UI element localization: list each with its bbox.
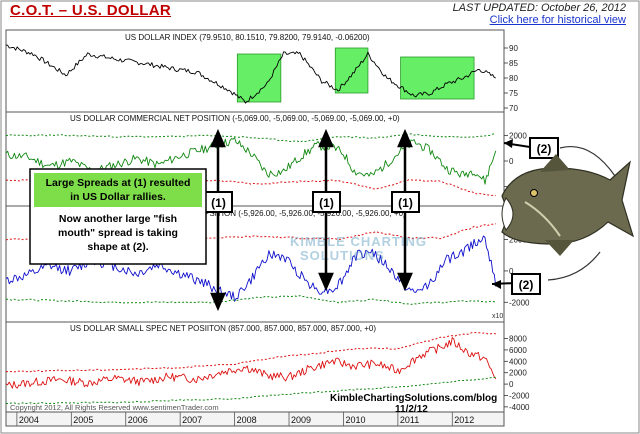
marker-2b: (2)	[519, 278, 534, 292]
historical-view-link[interactable]: Click here for historical view	[489, 14, 626, 26]
callout-line3: Now another large "fish	[59, 213, 177, 225]
markers-2: (2) (2)	[491, 137, 559, 295]
panel-title-commercial: US DOLLAR COMMERCIAL NET POSITION (-5,06…	[70, 114, 400, 123]
plot-lines	[5, 44, 497, 405]
page-title: C.O.T. – U.S. DOLLAR	[10, 2, 172, 19]
x-tick-label: 2009	[291, 415, 311, 425]
arrow-1-head-down	[210, 292, 226, 312]
watermark: KIMBLE CHARTING SOLUTIONS	[290, 234, 427, 263]
fish-belly-fin	[545, 240, 574, 256]
arrow-2-head-up	[318, 128, 334, 148]
y-tick-label: -2000	[509, 391, 530, 400]
marker-1b: (1)	[319, 196, 334, 210]
panel-title-small-spec: US DOLLAR SMALL SPEC NET POSIITON (857.0…	[70, 324, 376, 333]
arrow-2-head-down	[318, 272, 334, 292]
x-tick-label: 2012	[454, 415, 474, 425]
marker-2a-tip	[504, 139, 513, 148]
marker-1b-box	[312, 191, 341, 213]
callout-highlight	[34, 173, 202, 207]
arrows	[210, 128, 413, 312]
marker-2b-box	[511, 273, 541, 295]
kimble-date: 11/2/12	[395, 404, 428, 415]
x-tick-label: 2010	[345, 415, 365, 425]
last-updated: LAST UPDATED: October 26, 2012	[452, 2, 626, 14]
y-tick-label: 6000	[509, 346, 527, 355]
kimble-site: KimbleChartingSolutions.com/blog	[330, 393, 497, 404]
x-tick-label: 2005	[73, 415, 93, 425]
callout-line1: Large Spreads at (1) resulted	[46, 177, 191, 189]
y-tick-label: 2000	[509, 369, 527, 378]
y-tick-label: 8000	[509, 335, 527, 344]
panel-3-main-line	[5, 337, 497, 389]
fish-mouth	[501, 197, 514, 231]
panel-1-upper-band	[5, 133, 496, 143]
arrow-1-head-up	[210, 128, 226, 148]
y-tick-label: 75	[509, 89, 518, 98]
x-tick-label: 2007	[182, 415, 202, 425]
x-tick-label: 2008	[237, 415, 257, 425]
fish-arc-bottom	[547, 251, 601, 281]
watermark-line2: SOLUTIONS	[300, 248, 385, 263]
panel-3-upper-band	[5, 332, 496, 373]
callout-line4: mouth" spread is taking	[58, 227, 178, 239]
arrow-3-head-down	[397, 272, 413, 292]
fish-dorsal-fin	[540, 154, 570, 172]
panel-title-price: US DOLLAR INDEX (79.9510, 80.1510, 79.82…	[125, 33, 370, 42]
highlight-zone	[400, 56, 475, 100]
copyright: Copyright 2012, All Rights Reserved www.…	[10, 403, 219, 412]
callout-box: Large Spreads at (1) resulted in US Doll…	[29, 168, 207, 265]
highlight-zones	[236, 47, 475, 103]
panel-1-lower-band	[5, 179, 496, 197]
y-tick-label: 70	[509, 104, 518, 113]
marker-1c: (1)	[398, 196, 413, 210]
panel-3-lower-band	[5, 376, 496, 405]
y-tick-label: 90	[509, 44, 518, 53]
x-axis: 2004 2005 2006 2007 2008 2009 2010 2011 2012	[16, 412, 474, 426]
fish-eye	[530, 189, 538, 197]
y-tick-label: 0	[509, 380, 514, 389]
y-tick-label: 0	[509, 267, 514, 276]
y-tick-label: 0	[509, 157, 514, 166]
fish-illustration	[501, 146, 635, 281]
panel-2-lower-band	[5, 295, 496, 305]
callout-line5: shape at (2).	[87, 241, 148, 253]
callout-line2: in US Dollar rallies.	[70, 191, 166, 203]
fish-arc-top	[559, 146, 616, 177]
x-tick-label: 2011	[400, 415, 419, 425]
y-tick-label: 85	[509, 59, 518, 68]
marker-1a: (1)	[211, 196, 226, 210]
watermark-line1: KIMBLE CHARTING	[290, 234, 427, 249]
x-axis-strip	[5, 411, 505, 427]
highlight-zone	[236, 53, 282, 103]
y-tick-label: 80	[509, 74, 518, 83]
panel-1-main-line	[5, 137, 497, 185]
marker-2a-box	[529, 137, 559, 159]
fish-stripe	[524, 201, 561, 237]
marker-1c-box	[391, 191, 420, 213]
y-tick-label: -4000	[509, 403, 530, 412]
arrow-3-head-up	[397, 128, 413, 148]
marker-2b-tip	[492, 280, 501, 289]
y-tick-label: 2000	[509, 131, 527, 140]
price-series-line	[5, 44, 496, 104]
panel-title-large-spec: PSITION (-5,926.00, -5,926.00, -5,926.00…	[204, 209, 406, 218]
y-tick-label: -2000	[509, 298, 530, 307]
x-tick-label: 2004	[19, 415, 39, 425]
x-tick-label: 2006	[128, 415, 148, 425]
unit-label: x10	[492, 313, 503, 320]
y-tick-label: 4000	[509, 357, 527, 366]
marker-2a: (2)	[537, 142, 552, 156]
highlight-zone	[334, 47, 369, 94]
